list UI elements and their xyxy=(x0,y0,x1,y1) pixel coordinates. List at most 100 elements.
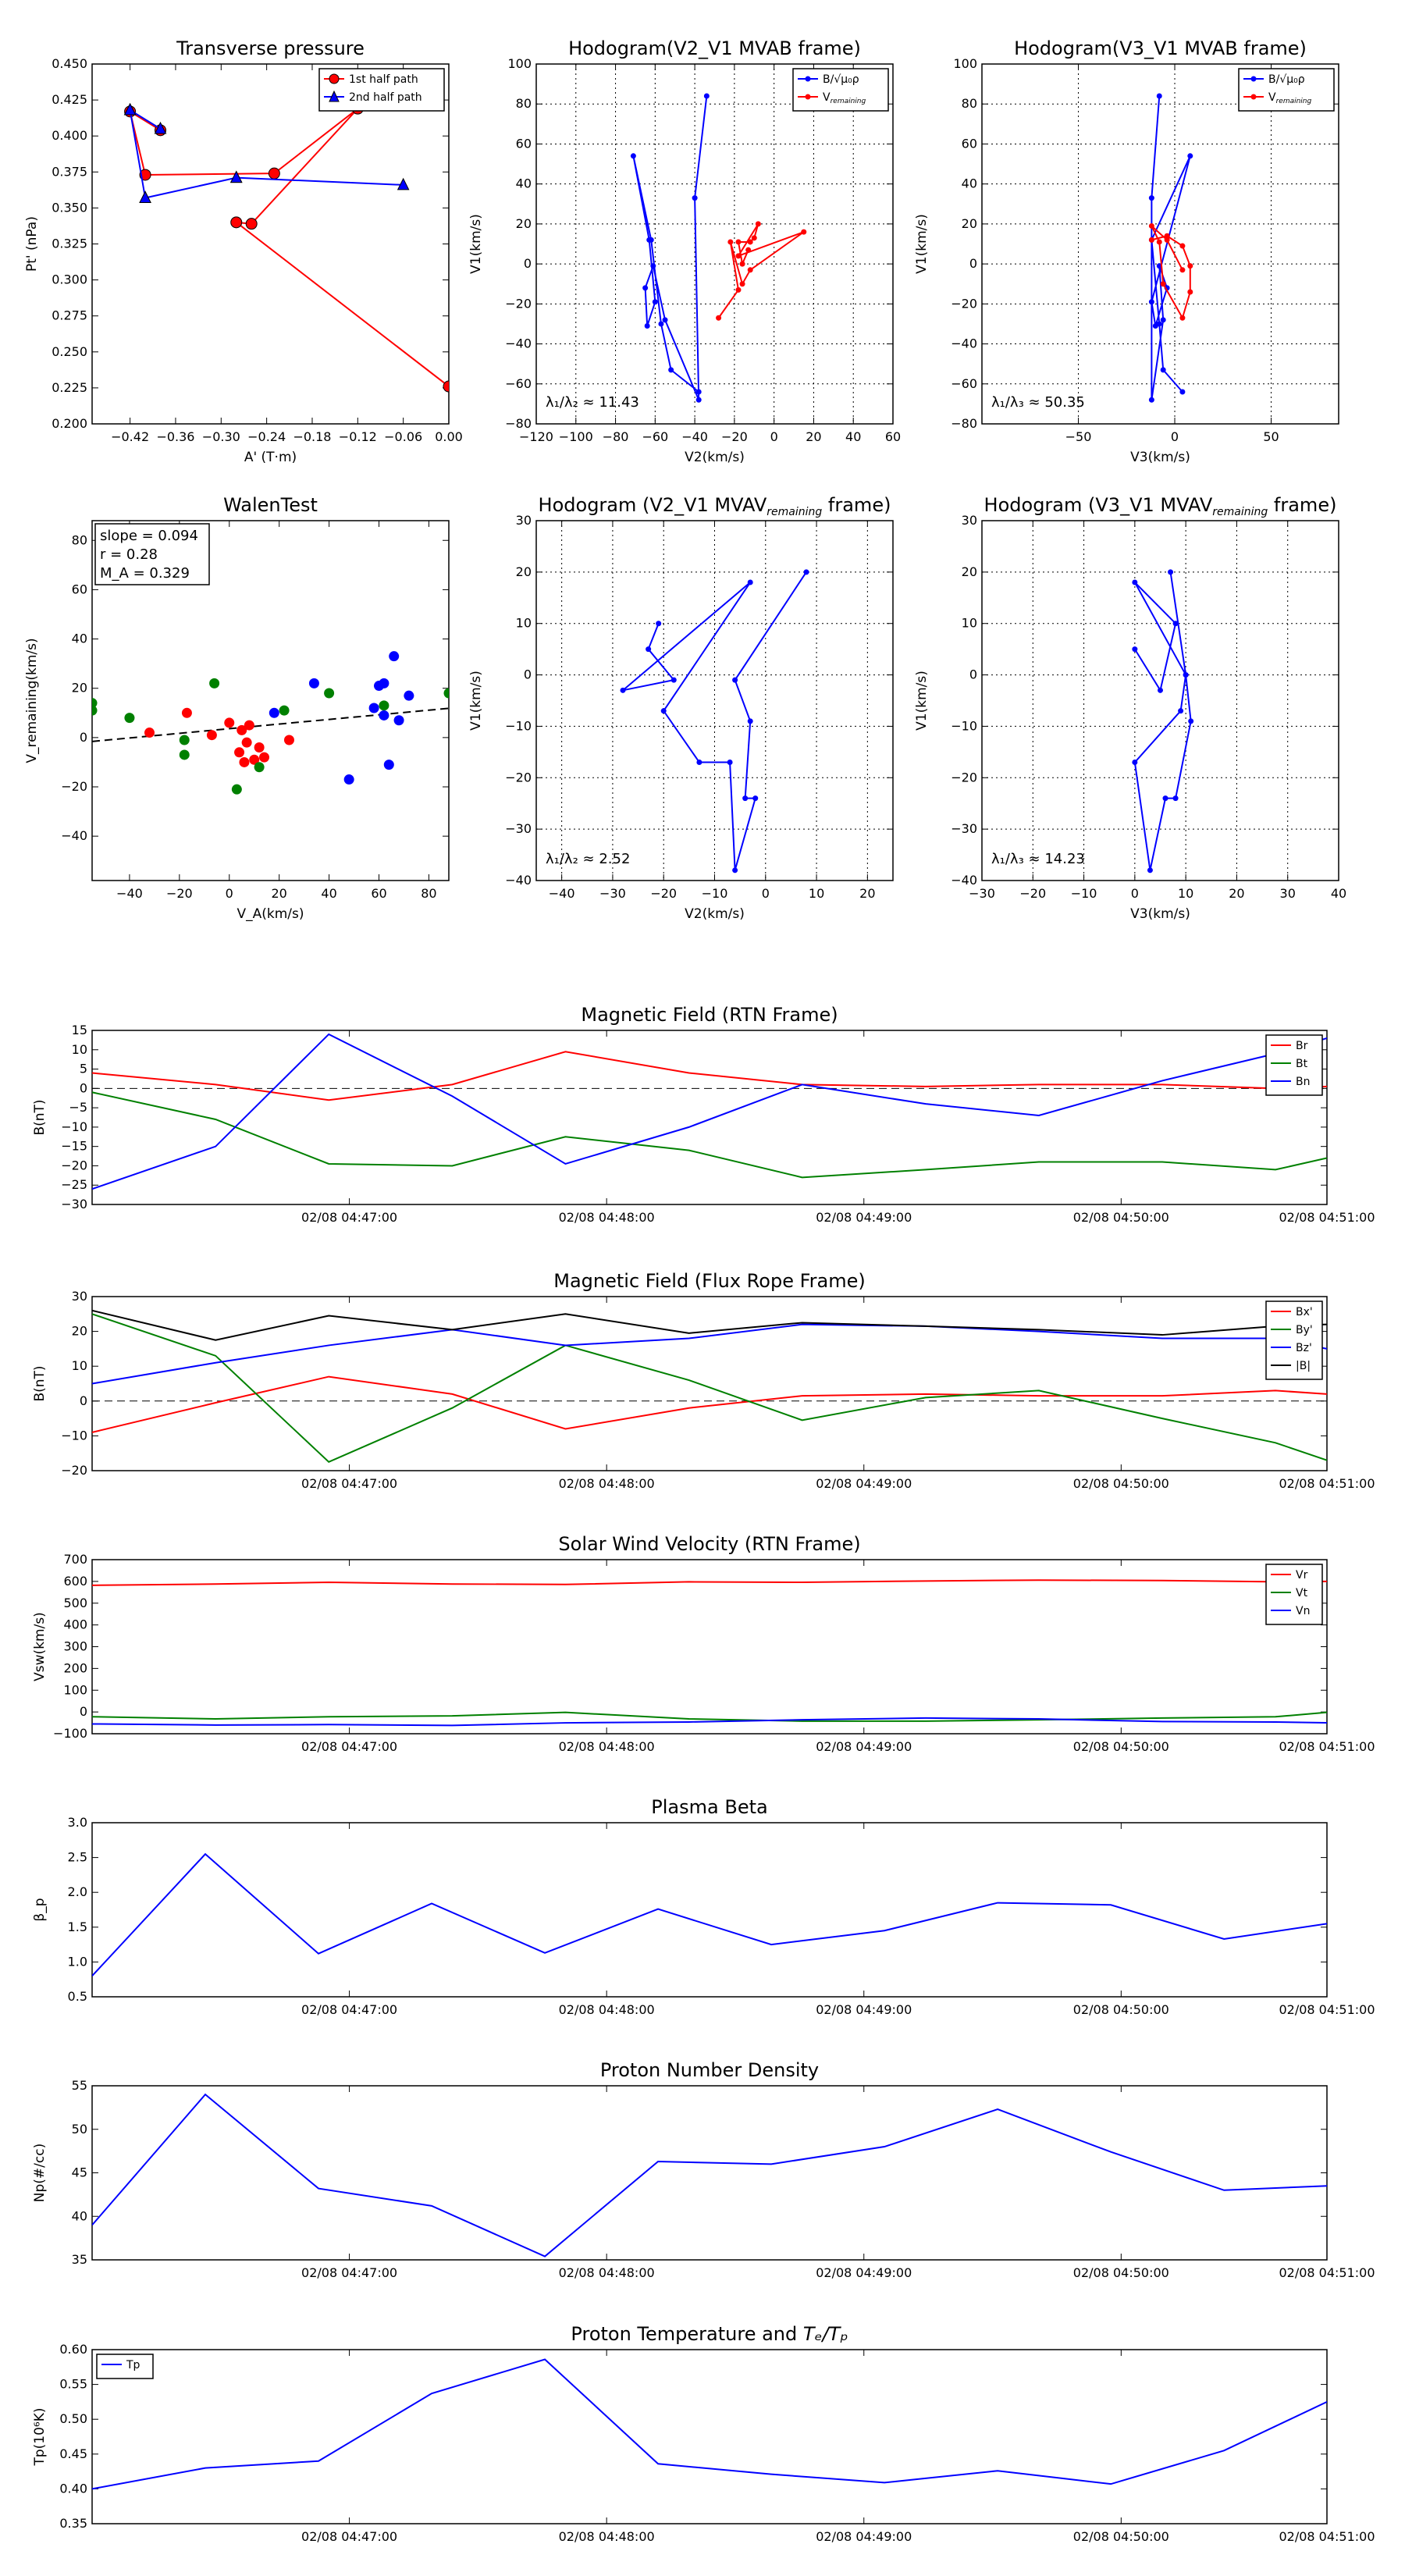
chart-title: Solar Wind Velocity (RTN Frame) xyxy=(558,1533,860,1555)
y-axis-label: V1(km/s) xyxy=(468,671,484,731)
data-point xyxy=(745,247,752,253)
data-point xyxy=(1156,239,1162,245)
scatter-point-blue xyxy=(404,690,414,701)
scatter-point-green xyxy=(443,688,449,699)
y-tick-label: −20 xyxy=(61,779,87,794)
y-axis-label: Tp(10⁶K) xyxy=(32,2407,48,2466)
x-tick-label: −60 xyxy=(642,429,668,444)
y-tick-label: 20 xyxy=(962,564,977,579)
data-point xyxy=(803,569,809,575)
legend-label: Bt xyxy=(1296,1058,1308,1070)
y-tick-label: 3.0 xyxy=(68,1815,87,1830)
y-tick-label: 10 xyxy=(516,616,532,631)
series-line-Bt xyxy=(92,1091,1327,1179)
x-tick-label: 10 xyxy=(809,886,824,901)
scatter-point-red xyxy=(241,737,252,748)
scatter-point-blue xyxy=(383,760,394,770)
x-tick-label: 02/08 04:48:00 xyxy=(559,2002,655,2017)
y-tick-label: −20 xyxy=(505,770,532,785)
data-point xyxy=(1188,718,1194,724)
data-point xyxy=(1168,569,1174,575)
y-tick-label: 80 xyxy=(516,96,532,111)
y-tick-label: 1.5 xyxy=(68,1920,87,1934)
x-tick-label: −0.06 xyxy=(384,429,422,444)
data-point-circle xyxy=(443,380,449,393)
series-line-V xyxy=(622,571,807,871)
eigenvalue-ratio-annotation: λ₁/λ₂ ≈ 11.43 xyxy=(546,394,639,411)
y-tick-label: −20 xyxy=(61,1158,87,1172)
x-axis-label: A' (T·m) xyxy=(244,450,297,465)
y-tick-label: 50 xyxy=(72,2122,87,2137)
y-tick-label: −15 xyxy=(61,1139,87,1154)
y-tick-label: 40 xyxy=(516,176,532,191)
y-tick-label: 80 xyxy=(72,532,87,547)
y-axis-label: V_remaining(km/s) xyxy=(24,638,40,763)
chart-title: Proton Temperature and Tₑ/Tₚ xyxy=(571,2323,848,2345)
series-line-Vr xyxy=(92,1579,1327,1586)
chart-title: Hodogram (V2_V1 MVAVremaining frame) xyxy=(539,494,891,518)
x-tick-label: 02/08 04:47:00 xyxy=(301,2529,397,2544)
chart-solar_wind: 02/08 04:47:00 02/08 04:48:00 02/08 04:49:… xyxy=(32,1533,1375,1754)
scatter-point-green xyxy=(379,700,389,711)
y-tick-label: −10 xyxy=(61,1428,87,1443)
x-tick-label: 02/08 04:47:00 xyxy=(301,2002,397,2017)
y-tick-label: 40 xyxy=(72,632,87,646)
y-axis-label: Np(#/cc) xyxy=(32,2144,48,2202)
x-axis-label: V2(km/s) xyxy=(685,906,745,922)
data-point xyxy=(692,195,698,201)
x-tick-label: 0 xyxy=(762,886,770,901)
data-point xyxy=(1156,93,1162,99)
scatter-point-red xyxy=(239,756,250,767)
x-axis-label: V3(km/s) xyxy=(1130,906,1190,922)
plot-frame xyxy=(981,63,1339,425)
chart-title: Proton Number Density xyxy=(600,2059,819,2081)
scatter-point-red xyxy=(234,747,245,758)
data-point xyxy=(630,153,636,159)
y-tick-label: 100 xyxy=(507,56,532,71)
data-point xyxy=(695,397,702,403)
y-tick-label: 20 xyxy=(72,1324,87,1339)
plot-frame xyxy=(91,1030,1328,1205)
plot-area xyxy=(92,1309,1327,1464)
x-tick-label: 02/08 04:50:00 xyxy=(1073,1739,1169,1754)
chart-title: Magnetic Field (Flux Rope Frame) xyxy=(553,1270,865,1292)
legend-label: |B| xyxy=(1296,1360,1311,1372)
data-point xyxy=(1148,222,1154,229)
legend-box xyxy=(1238,68,1335,112)
data-point xyxy=(1132,579,1138,585)
scatter-point-blue xyxy=(343,774,354,785)
x-tick-label: 02/08 04:51:00 xyxy=(1279,1739,1375,1754)
y-tick-label: −60 xyxy=(505,376,532,391)
x-axis-label: V_A(km/s) xyxy=(237,906,304,922)
x-tick-label: −10 xyxy=(702,886,728,901)
x-tick-label: 02/08 04:47:00 xyxy=(301,1476,397,1491)
legend-box xyxy=(1265,1564,1323,1625)
data-point xyxy=(716,315,722,321)
data-point xyxy=(1179,389,1186,395)
data-point xyxy=(1148,397,1154,403)
series-line-2nd half path xyxy=(129,108,404,199)
series-line-V xyxy=(1133,571,1192,871)
y-tick-label: 0 xyxy=(969,256,977,271)
y-tick-label: 40 xyxy=(962,176,977,191)
x-tick-label: −80 xyxy=(603,429,629,444)
x-tick-label: 02/08 04:49:00 xyxy=(816,2002,912,2017)
x-tick-label: 02/08 04:48:00 xyxy=(559,1210,655,1225)
y-tick-label: −40 xyxy=(505,873,532,888)
scatter-point-green xyxy=(324,688,335,699)
stats-line: r = 0.28 xyxy=(100,546,158,563)
chart-title: Hodogram(V2_V1 MVAB frame) xyxy=(568,37,861,59)
y-tick-label: 0 xyxy=(80,1080,87,1095)
x-axis-label: V3(km/s) xyxy=(1130,450,1190,465)
title-tail: frame) xyxy=(1268,494,1336,516)
scatter-point-green xyxy=(209,678,220,688)
y-tick-label: 700 xyxy=(63,1552,87,1567)
x-tick-label: 02/08 04:47:00 xyxy=(301,1210,397,1225)
scatter-point-blue xyxy=(269,707,279,718)
data-point xyxy=(727,239,734,245)
y-tick-label: 0.300 xyxy=(52,272,87,287)
y-tick-label: −40 xyxy=(505,336,532,351)
x-tick-label: 02/08 04:50:00 xyxy=(1073,2529,1169,2544)
data-point xyxy=(670,677,677,683)
